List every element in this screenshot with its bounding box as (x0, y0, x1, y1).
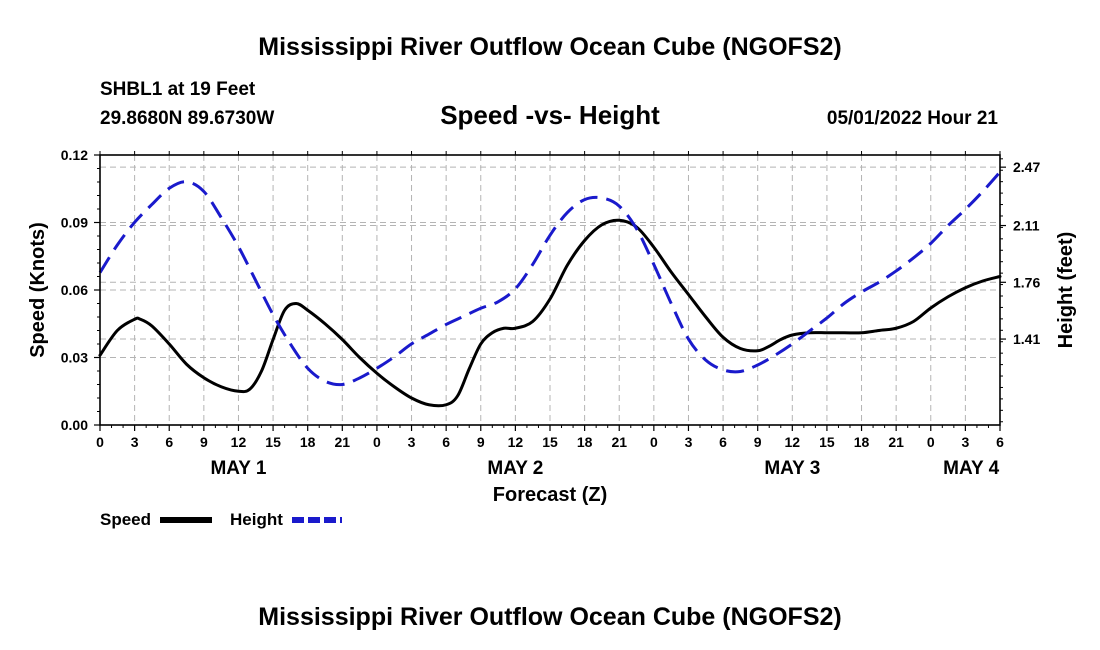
x-tick-label: 9 (200, 434, 208, 450)
forecast-datetime: 05/01/2022 Hour 21 (827, 108, 999, 129)
x-tick-label: 12 (508, 434, 524, 450)
x-tick-label: 3 (685, 434, 693, 450)
footer-title: Mississippi River Outflow Ocean Cube (NG… (258, 603, 841, 631)
y-left-tick-label: 0.09 (61, 215, 88, 231)
y-left-tick-label: 0.06 (61, 282, 88, 298)
legend: Speed Height (100, 510, 342, 529)
figure-title: Mississippi River Outflow Ocean Cube (NG… (258, 33, 841, 61)
x-tick-label: 15 (542, 434, 558, 450)
y-right-tick-label: 2.47 (1013, 159, 1040, 175)
chart-subtitle: Speed -vs- Height (440, 100, 660, 130)
x-axis-label: Forecast (Z) (493, 484, 607, 506)
x-tick-label: 0 (96, 434, 104, 450)
x-tick-label: 21 (611, 434, 627, 450)
x-tick-label: 9 (477, 434, 485, 450)
x-tick-label: 12 (231, 434, 247, 450)
y-left-tick-label: 0.03 (61, 350, 88, 366)
y-left-tick-label: 0.12 (61, 147, 88, 163)
x-tick-label: 6 (996, 434, 1004, 450)
legend-speed-label: Speed (100, 510, 151, 529)
x-tick-label: 3 (961, 434, 969, 450)
x-tick-label: 9 (754, 434, 762, 450)
x-tick-label: 6 (165, 434, 173, 450)
y-axis-right-label: Height (feet) (1055, 232, 1077, 349)
legend-height-label: Height (230, 510, 283, 529)
series-line-speed (98, 218, 1002, 408)
x-tick-label: 12 (785, 434, 801, 450)
series-line-height (98, 171, 1002, 387)
station-label: SHBL1 at 19 Feet (100, 79, 256, 100)
day-label: MAY 2 (487, 458, 543, 479)
x-tick-label: 15 (819, 434, 835, 450)
y-right-tick-label: 2.11 (1013, 218, 1040, 234)
x-tick-label: 18 (854, 434, 870, 450)
x-tick-label: 18 (577, 434, 593, 450)
x-tick-label: 3 (131, 434, 139, 450)
y-right-tick-label: 1.41 (1013, 331, 1040, 347)
x-tick-label: 0 (650, 434, 658, 450)
x-tick-label: 0 (927, 434, 935, 450)
x-tick-label: 6 (719, 434, 727, 450)
day-label: MAY 4 (943, 458, 999, 479)
y-axis-left-label: Speed (Knots) (27, 222, 49, 358)
x-tick-label: 21 (335, 434, 351, 450)
y-right-tick-label: 1.76 (1013, 274, 1040, 290)
x-tick-label: 3 (408, 434, 416, 450)
day-label: MAY 1 (210, 458, 266, 479)
series-lines (98, 171, 1002, 408)
station-coords: 29.8680N 89.6730W (100, 108, 274, 129)
x-tick-label: 15 (265, 434, 281, 450)
x-tick-label: 6 (442, 434, 450, 450)
x-tick-label: 0 (373, 434, 381, 450)
y-left-tick-label: 0.00 (61, 417, 88, 433)
day-label: MAY 3 (764, 458, 820, 479)
x-tick-label: 21 (888, 434, 904, 450)
axes (94, 151, 1006, 431)
x-tick-label: 18 (300, 434, 316, 450)
